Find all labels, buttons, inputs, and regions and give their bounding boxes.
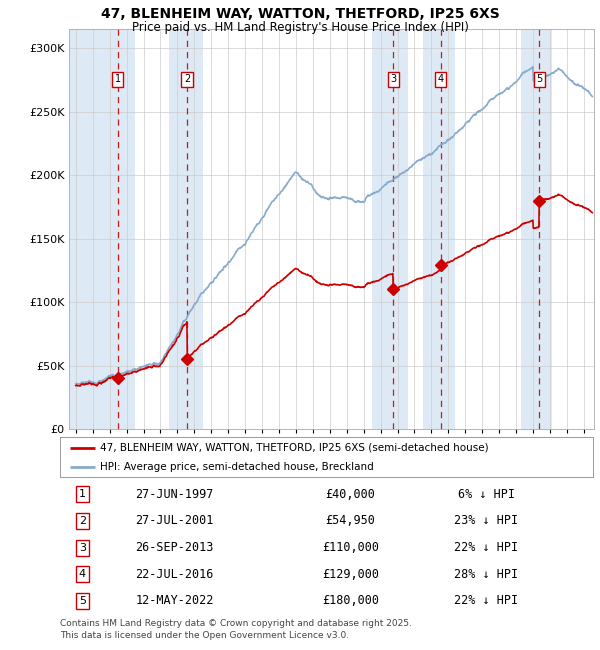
Text: 47, BLENHEIM WAY, WATTON, THETFORD, IP25 6XS: 47, BLENHEIM WAY, WATTON, THETFORD, IP25… [101,6,499,21]
Text: 27-JUN-1997: 27-JUN-1997 [136,488,214,500]
Text: 27-JUL-2001: 27-JUL-2001 [136,515,214,528]
Text: £54,950: £54,950 [325,515,376,528]
Text: 47, BLENHEIM WAY, WATTON, THETFORD, IP25 6XS (semi-detached house): 47, BLENHEIM WAY, WATTON, THETFORD, IP25… [100,443,488,452]
Text: 22% ↓ HPI: 22% ↓ HPI [454,594,518,607]
Text: 12-MAY-2022: 12-MAY-2022 [136,594,214,607]
Text: £129,000: £129,000 [322,568,379,581]
Text: 1: 1 [79,489,86,499]
Bar [69,29,135,429]
Text: HPI: Average price, semi-detached house, Breckland: HPI: Average price, semi-detached house,… [100,462,374,472]
Bar [169,29,203,429]
Text: 5: 5 [79,596,86,606]
Text: 4: 4 [438,74,444,85]
Text: 4: 4 [79,569,86,579]
Text: 23% ↓ HPI: 23% ↓ HPI [454,515,518,528]
Text: 3: 3 [79,543,86,552]
Text: £180,000: £180,000 [322,594,379,607]
Text: 2: 2 [79,516,86,526]
Bar [423,29,455,429]
Text: 5: 5 [536,74,542,85]
Text: £40,000: £40,000 [325,488,376,500]
Text: Price paid vs. HM Land Registry's House Price Index (HPI): Price paid vs. HM Land Registry's House … [131,21,469,34]
Bar [521,29,551,429]
Text: 1: 1 [115,74,121,85]
Text: 22% ↓ HPI: 22% ↓ HPI [454,541,518,554]
Text: This data is licensed under the Open Government Licence v3.0.: This data is licensed under the Open Gov… [60,630,349,640]
Text: 3: 3 [390,74,396,85]
Text: 28% ↓ HPI: 28% ↓ HPI [454,568,518,581]
Text: 6% ↓ HPI: 6% ↓ HPI [458,488,515,500]
Text: 26-SEP-2013: 26-SEP-2013 [136,541,214,554]
Text: 22-JUL-2016: 22-JUL-2016 [136,568,214,581]
Text: Contains HM Land Registry data © Crown copyright and database right 2025.: Contains HM Land Registry data © Crown c… [60,619,412,628]
Text: £110,000: £110,000 [322,541,379,554]
Bar [372,29,408,429]
Text: 2: 2 [184,74,190,85]
